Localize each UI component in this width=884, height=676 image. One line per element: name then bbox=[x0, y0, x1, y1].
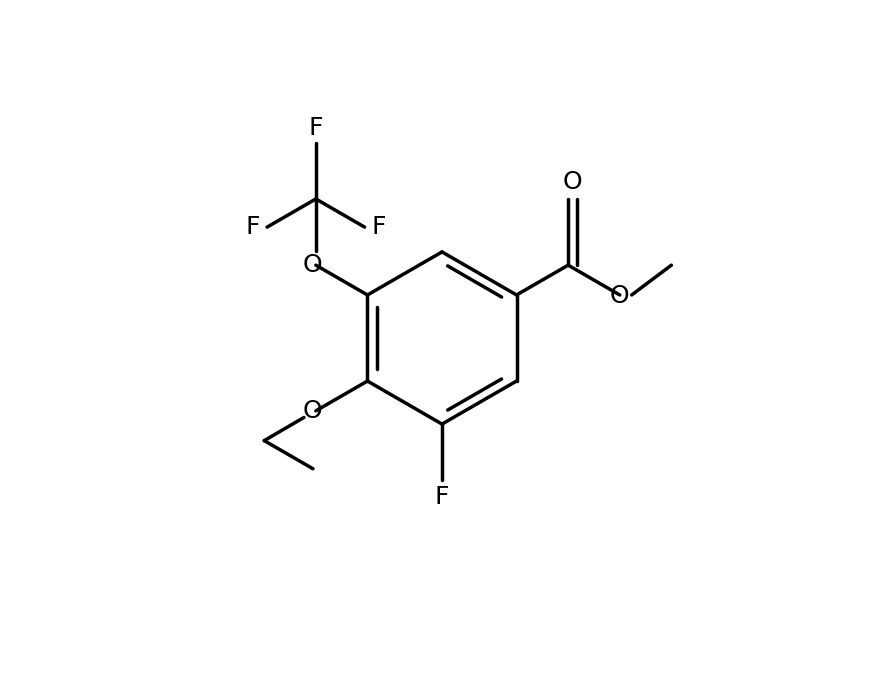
Text: F: F bbox=[245, 215, 260, 239]
Text: F: F bbox=[309, 116, 323, 140]
Text: O: O bbox=[610, 285, 629, 308]
Text: F: F bbox=[435, 485, 449, 509]
Text: O: O bbox=[302, 254, 323, 277]
Text: F: F bbox=[372, 215, 386, 239]
Text: O: O bbox=[562, 170, 583, 195]
Text: O: O bbox=[302, 399, 323, 422]
